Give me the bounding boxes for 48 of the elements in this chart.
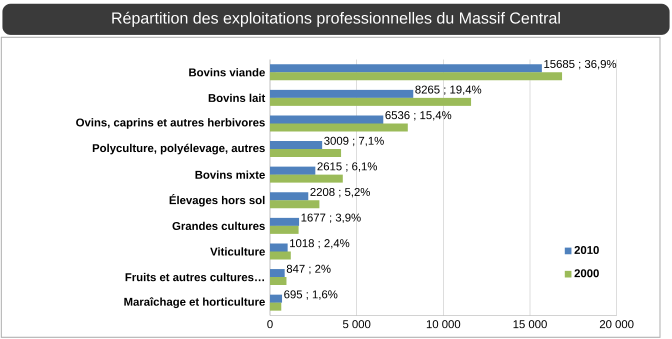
bar: [270, 192, 308, 200]
data-label: 1677 ; 3,9%: [302, 214, 361, 224]
bar: [270, 200, 320, 208]
data-label: 6536 ; 15,4%: [385, 111, 452, 121]
x-tick-label: 0: [267, 320, 273, 328]
bar: [270, 90, 414, 98]
data-label: 8265 ; 19,4%: [415, 86, 482, 96]
bar: [270, 244, 288, 252]
bar: [270, 124, 408, 132]
data-label: 695 ; 1,6%: [284, 290, 338, 300]
data-label: 847 ; 2%: [286, 264, 331, 274]
data-label: 2615 ; 6,1%: [317, 162, 378, 172]
x-tick-label: 20 000: [600, 320, 634, 328]
legend-label: 2010: [574, 246, 599, 254]
legend-label: 2000: [574, 269, 599, 278]
y-tick-label: Fruits et autres cultures…: [126, 273, 264, 282]
bar: [270, 149, 342, 158]
data-label: 1018 ; 2,4%: [290, 239, 350, 249]
bar: [270, 72, 562, 80]
y-tick-label: Maraîchage et horticulture: [124, 297, 265, 308]
data-label: 3009 ; 7,1%: [324, 136, 384, 146]
bar: [270, 294, 282, 303]
y-tick-label: Bovins viande: [189, 68, 265, 77]
y-tick-label: Bovins lait: [208, 94, 266, 102]
bar: [270, 64, 542, 72]
x-tick-label: 10 000: [426, 320, 460, 328]
x-tick-label: 5 000: [342, 320, 370, 328]
bar: [270, 141, 322, 150]
y-tick-label: Viticulture: [210, 247, 265, 256]
y-tick-label: Bovins mixte: [196, 170, 265, 179]
data-label: 15685 ; 36,9%: [544, 60, 616, 70]
y-tick-label: Élevages hors sol: [170, 194, 264, 207]
bar: [270, 174, 343, 183]
y-tick-label: Ovins, caprins et autres herbivores: [76, 118, 265, 129]
chart-title: Répartition des exploitations professionnelles du Massif Central: [112, 12, 560, 28]
y-tick-label: Polyculture, polyélevage, autres: [92, 144, 265, 155]
x-tick-label: 15 000: [514, 320, 547, 328]
bar: [270, 302, 282, 311]
bar: [270, 277, 286, 286]
bar: [270, 218, 300, 226]
bar: [270, 226, 299, 234]
bar: [270, 116, 384, 124]
y-tick-label: Grandes cultures: [172, 222, 265, 230]
bar: [270, 269, 285, 278]
data-label: 2208 ; 5,2%: [310, 188, 370, 198]
bar: [270, 166, 316, 175]
bar: [270, 252, 291, 260]
bar: [270, 98, 472, 106]
